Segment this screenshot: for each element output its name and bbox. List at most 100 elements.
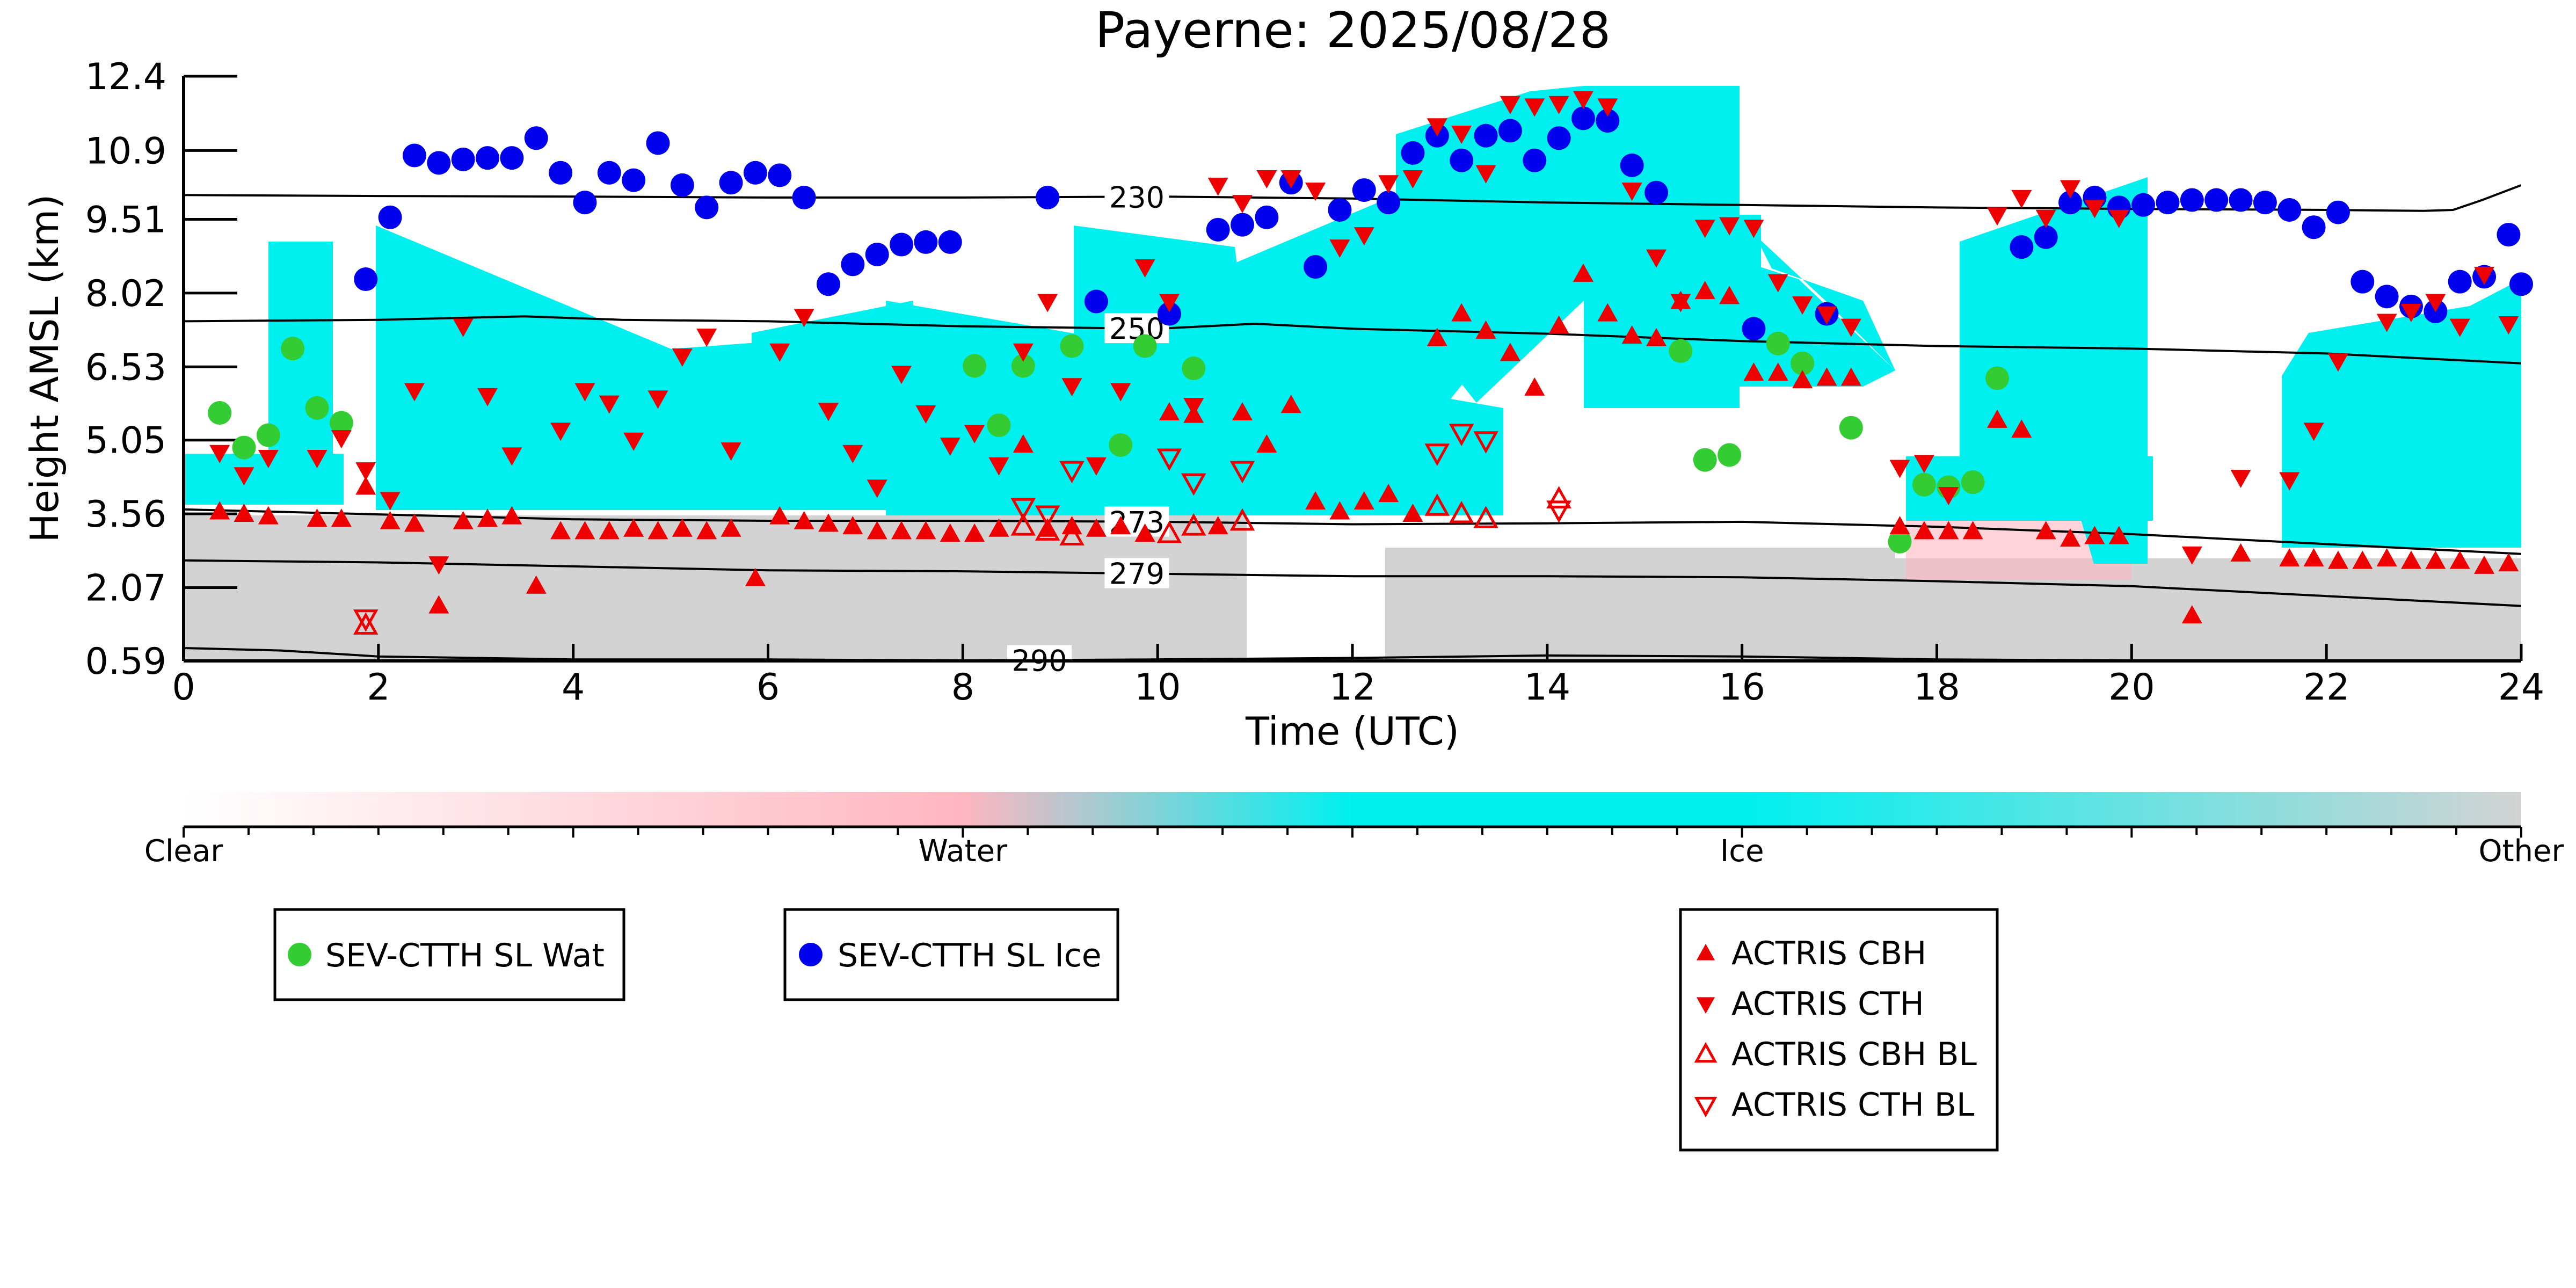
data-point [380,492,401,511]
data-point [867,521,887,540]
data-point [867,479,887,498]
colorbar-label: Other [2478,834,2564,869]
data-point [964,425,985,443]
data-point [1475,320,1496,339]
isotherm-label: 230 [1109,181,1165,215]
data-point [963,354,987,378]
data-point [696,329,717,347]
data-point [647,521,668,540]
data-point [2253,191,2277,215]
x-tick-label: 0 [172,666,195,709]
data-point [1133,334,1157,358]
data-point [1986,207,2007,226]
data-point [355,462,376,481]
data-point [2302,215,2326,239]
data-point [816,272,840,296]
data-point [891,521,912,540]
data-point [1232,195,1253,214]
data-point [1620,153,1644,177]
data-point [2230,469,2251,488]
data-point [453,511,474,529]
y-tick-label: 9.51 [85,199,166,241]
data-point [209,501,230,520]
data-point [501,506,522,525]
data-point [1329,239,1350,258]
data-point [842,516,863,535]
data-point [1791,351,1815,375]
data-point [1548,315,1569,334]
data-point [672,348,693,367]
data-point [2448,270,2472,294]
data-point [1110,516,1131,535]
data-point [1816,367,1837,386]
data-point [1816,306,1837,325]
legend-marker [1694,1042,1718,1063]
data-point [1059,461,1085,484]
isotherm-label-bg [1104,181,1169,212]
x-tick-label: 22 [2303,666,2350,709]
x-axis: 0 2 4 6 8 10 12 14 16 18 20 22 24 [172,644,2544,709]
colorbar-label: Water [919,834,1008,869]
data-point [1181,473,1206,496]
y-tick-label: 2.07 [85,567,166,610]
data-point [2229,188,2253,212]
data-point [1767,274,1788,293]
data-point [2326,200,2350,224]
data-point [2509,272,2533,296]
data-point [256,423,280,447]
y-tick-label: 6.53 [85,346,166,389]
data-point [1256,434,1277,453]
x-tick-label: 8 [951,666,974,709]
data-point [695,195,719,220]
data-point [2277,198,2302,222]
data-point [914,230,938,254]
data-point [354,267,378,292]
data-point [2376,548,2397,567]
series-actris-cbh-bl [353,486,1571,635]
x-tick-label: 14 [1524,666,1571,709]
data-point [2060,528,2081,547]
data-point [794,511,814,529]
data-point [550,521,571,540]
x-tick-label: 24 [2498,666,2545,709]
data-point [1230,213,1254,237]
data-point [818,513,839,532]
data-point [2011,419,2032,438]
data-point [1256,170,1277,189]
data-point [1182,356,1206,381]
data-point [1181,513,1206,536]
data-point [1424,443,1450,466]
data-point [818,403,839,421]
data-point [1669,339,1693,363]
data-point [1621,183,1642,201]
x-axis-label: Time (UTC) [1245,709,1459,754]
data-point [501,447,522,466]
data-point [500,146,524,170]
data-point [672,518,693,537]
data-point [2230,543,2251,562]
data-point [2497,223,2521,247]
data-point [769,343,790,362]
data-point [1743,362,1764,381]
y-tick-label: 3.56 [85,493,166,536]
data-point [623,432,644,451]
data-point [1985,366,2009,390]
data-point [1011,354,1035,378]
data-point [915,405,936,424]
data-point [2035,521,2056,540]
data-point [1401,141,1425,165]
data-point [597,161,621,185]
data-point [355,476,376,495]
legend-label-cbh: ACTRIS CBH [1731,935,1926,972]
data-point [1354,227,1374,246]
cloud-mask-backdrop [184,86,2521,661]
data-point [1596,108,1620,133]
data-point [1742,317,1766,341]
data-point [2327,353,2348,372]
data-point [988,457,1009,476]
data-point [1597,303,1618,322]
data-point [2084,526,2105,544]
data-point [2180,188,2204,212]
data-point [2352,550,2373,569]
